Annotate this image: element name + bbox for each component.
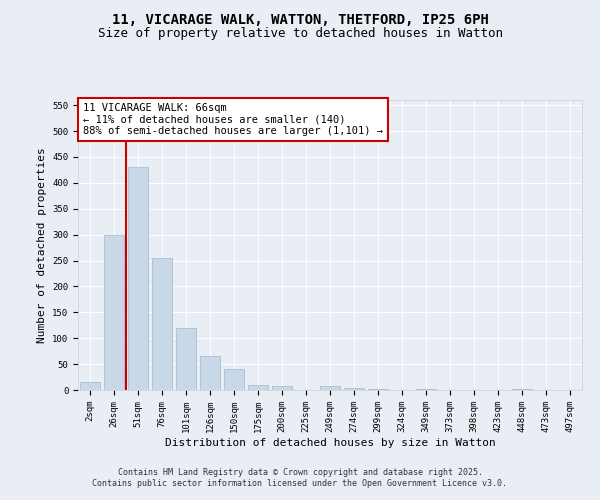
Y-axis label: Number of detached properties: Number of detached properties <box>37 147 47 343</box>
Bar <box>104 234 124 390</box>
Bar <box>176 328 196 390</box>
Bar <box>320 386 340 390</box>
Bar <box>248 385 268 390</box>
Text: Contains HM Land Registry data © Crown copyright and database right 2025.
Contai: Contains HM Land Registry data © Crown c… <box>92 468 508 487</box>
Text: 11, VICARAGE WALK, WATTON, THETFORD, IP25 6PH: 11, VICARAGE WALK, WATTON, THETFORD, IP2… <box>112 12 488 26</box>
Bar <box>80 382 100 390</box>
Bar <box>224 370 244 390</box>
Bar <box>152 258 172 390</box>
Text: Size of property relative to detached houses in Watton: Size of property relative to detached ho… <box>97 28 503 40</box>
X-axis label: Distribution of detached houses by size in Watton: Distribution of detached houses by size … <box>164 438 496 448</box>
Bar <box>128 168 148 390</box>
Text: 11 VICARAGE WALK: 66sqm
← 11% of detached houses are smaller (140)
88% of semi-d: 11 VICARAGE WALK: 66sqm ← 11% of detache… <box>83 103 383 136</box>
Bar <box>272 386 292 390</box>
Bar <box>200 356 220 390</box>
Bar <box>344 388 364 390</box>
